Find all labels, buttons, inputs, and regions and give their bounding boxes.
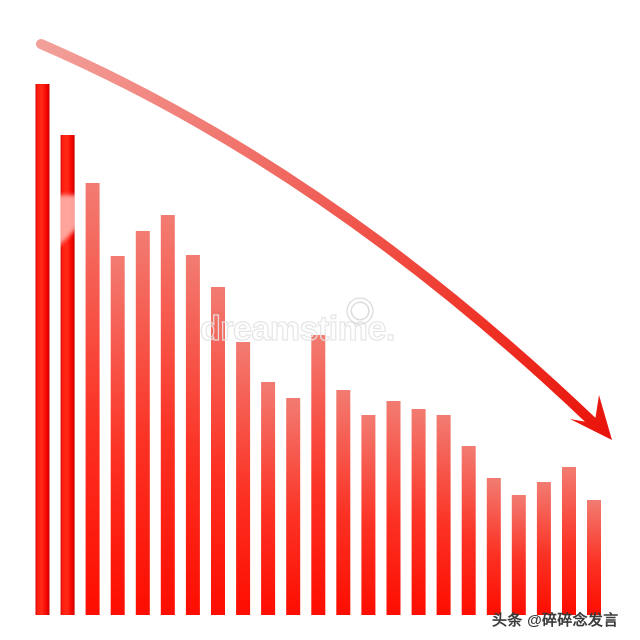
svg-text:dreamstime.: dreamstime. [200,310,395,348]
svg-text:头条 @碎碎念发言: 头条 @碎碎念发言 [492,611,619,629]
